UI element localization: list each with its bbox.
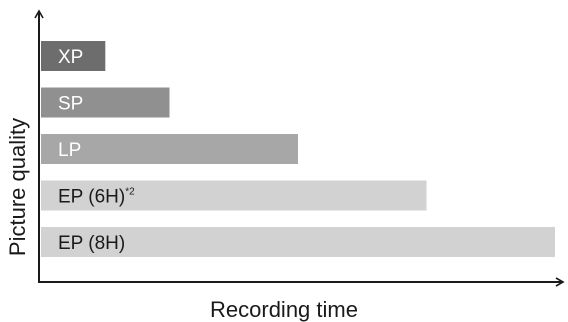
bar-lp (41, 134, 298, 164)
bar-label-xp: XP (58, 47, 83, 68)
bar-label-sp: SP (58, 94, 83, 115)
bar-label-lp: LP (58, 140, 81, 161)
bar-labels-group: XP SP LP EP (6H)*2 EP (8H) (58, 47, 135, 254)
bars-group (41, 41, 555, 257)
bar-xp (41, 41, 106, 71)
bar-label-ep-8h: EP (8H) (58, 233, 125, 254)
x-axis-title: Recording time (210, 297, 358, 322)
bar-label-ep-6h: EP (6H)*2 (58, 187, 135, 208)
footnote-marker: *2 (125, 187, 135, 198)
bar-ep-6h (41, 180, 427, 211)
bar-sp (41, 87, 170, 118)
y-axis-title: Picture quality (5, 118, 30, 256)
bar-ep-8h (41, 227, 555, 257)
